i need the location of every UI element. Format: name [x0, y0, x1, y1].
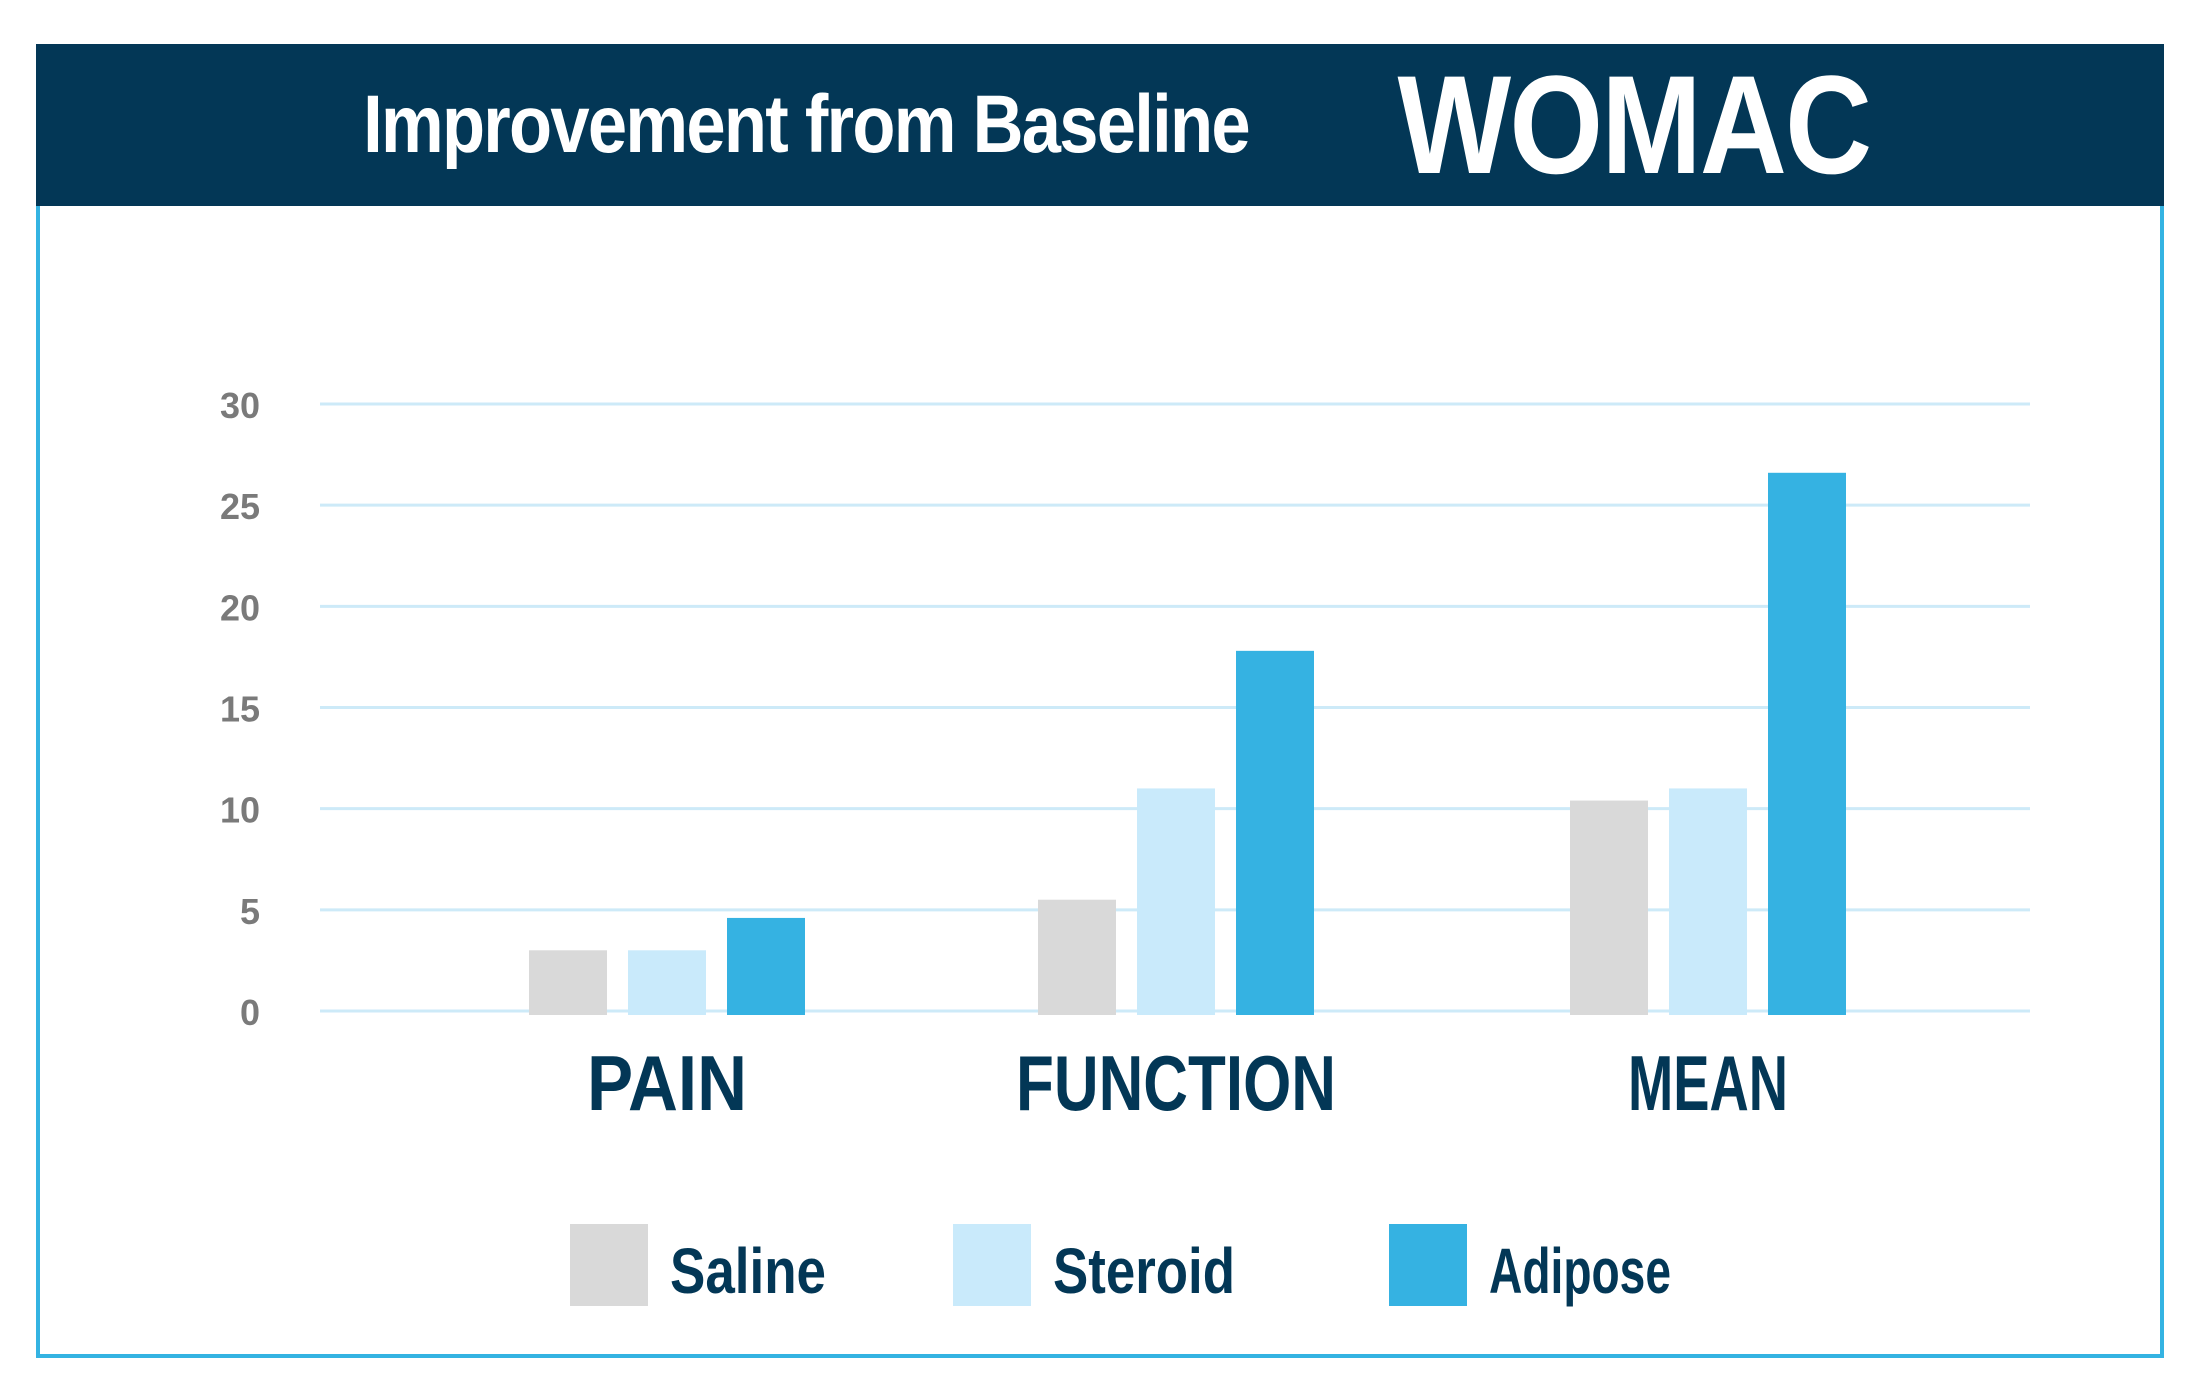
bar-steroid-pain — [628, 950, 706, 1015]
bar-saline-pain — [529, 950, 607, 1015]
x-category-label: MEAN — [1628, 1039, 1788, 1127]
legend-label-saline: Saline — [670, 1235, 826, 1307]
y-tick-label: 0 — [240, 992, 260, 1033]
y-tick-label: 25 — [220, 486, 260, 527]
bar-adipose-pain — [727, 917, 805, 1015]
y-tick-label: 10 — [220, 790, 260, 831]
legend-swatch-steroid — [953, 1224, 1031, 1306]
chart-title-accent: WOMAC — [1397, 46, 1873, 203]
y-tick-label: 30 — [220, 385, 260, 426]
chart-header: Improvement from Baseline WOMAC — [36, 44, 2164, 206]
y-tick-label: 15 — [220, 689, 260, 730]
legend-swatch-adipose — [1389, 1224, 1467, 1306]
x-category-label: FUNCTION — [1016, 1039, 1336, 1127]
legend-label-adipose: Adipose — [1489, 1235, 1671, 1307]
y-tick-label: 5 — [240, 891, 260, 932]
bar-saline-function — [1038, 899, 1116, 1015]
legend-swatch-saline — [570, 1224, 648, 1306]
legend-label-steroid: Steroid — [1053, 1235, 1235, 1307]
bar-steroid-mean — [1669, 788, 1747, 1015]
bar-adipose-mean — [1768, 472, 1846, 1015]
x-category-label: PAIN — [587, 1039, 747, 1127]
legend: Saline Steroid Adipose — [570, 1224, 1671, 1307]
y-axis-ticks: 0 5 10 15 20 25 30 — [220, 385, 260, 1033]
bar-saline-mean — [1570, 800, 1648, 1015]
y-tick-label: 20 — [220, 587, 260, 628]
bar-steroid-function — [1137, 788, 1215, 1015]
bar-adipose-function — [1236, 650, 1314, 1015]
x-axis-categories: PAIN FUNCTION MEAN — [587, 1039, 1788, 1127]
bars — [529, 472, 1846, 1015]
chart-title: Improvement from Baseline — [363, 79, 1251, 170]
